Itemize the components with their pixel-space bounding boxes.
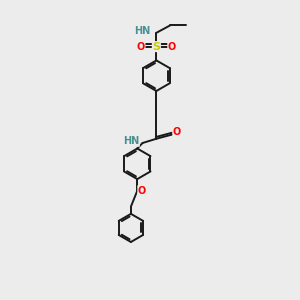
Text: HN: HN	[123, 136, 140, 146]
Text: S: S	[152, 42, 160, 52]
Text: O: O	[138, 186, 146, 196]
Text: O: O	[173, 128, 181, 137]
Text: O: O	[168, 42, 176, 52]
Text: HN: HN	[134, 26, 150, 36]
Text: O: O	[137, 42, 145, 52]
